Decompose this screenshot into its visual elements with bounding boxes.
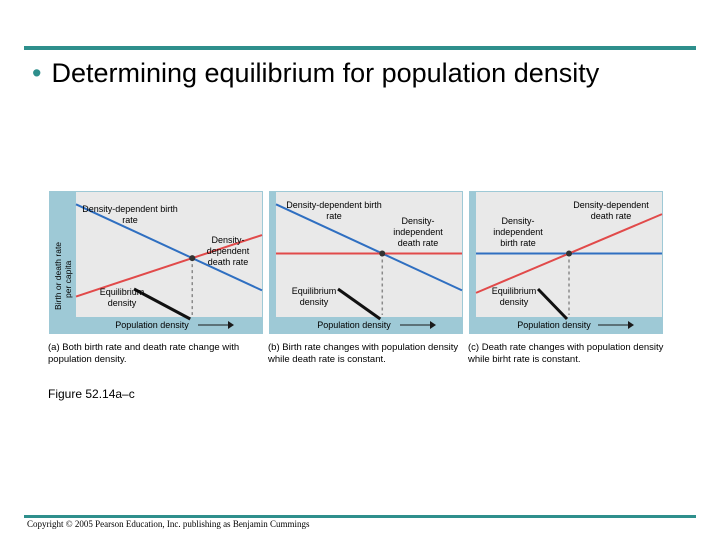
death-rate-label-line2: death rate — [591, 211, 632, 221]
equilibrium-point — [189, 255, 196, 262]
caption-b: (b) Birth rate changes with population d… — [268, 342, 459, 365]
slide-title: • Determining equilibrium for population … — [32, 58, 599, 89]
y-axis-label-line2: per capita — [63, 260, 73, 298]
x-axis-arrow-head — [228, 321, 234, 329]
equilibrium-pointer — [133, 287, 191, 321]
caption-c: (c) Death rate changes with population d… — [468, 342, 664, 365]
death-rate-label-line1: Density- — [401, 216, 434, 226]
death-rate-label-line3: death rate — [208, 257, 249, 267]
equilibrium-label-line2: density — [108, 298, 137, 308]
x-axis-arrow-head — [430, 321, 436, 329]
birth-rate-label-line1: Density-dependent birth — [286, 200, 382, 210]
equilibrium-pointer — [337, 287, 382, 321]
x-axis-label: Population density — [115, 320, 189, 330]
equilibrium-pointer — [536, 287, 569, 321]
birth-rate-line — [75, 203, 263, 292]
equilibrium-point — [566, 250, 572, 257]
birth-rate-line — [275, 203, 463, 292]
death-rate-label-line1: Density- — [211, 235, 244, 245]
birth-rate-label-line2: rate — [326, 211, 342, 221]
death-rate-label-line1: Density-dependent — [573, 200, 649, 210]
death-rate-label-line2: independent — [393, 227, 443, 237]
bottom-rule — [24, 515, 696, 518]
birth-rate-label-line3: birth rate — [500, 238, 536, 248]
equilibrium-label-line2: density — [500, 297, 529, 307]
equilibrium-label-line2: density — [300, 297, 329, 307]
caption-a: (a) Both birth rate and death rate chang… — [48, 342, 240, 365]
plot-area — [76, 192, 262, 317]
death-rate-label-line2: dependent — [207, 246, 250, 256]
death-rate-line — [75, 234, 263, 298]
birth-rate-label-line2: rate — [122, 215, 138, 225]
equilibrium-label-line1: Equilibrium — [492, 286, 537, 296]
y-axis-label-line1: Birth or death rate — [53, 242, 63, 310]
x-axis-label: Population density — [517, 320, 591, 330]
copyright-text: Copyright © 2005 Pearson Education, Inc.… — [27, 519, 310, 529]
equilibrium-label-line1: Equilibrium — [100, 287, 145, 297]
figure-label: Figure 52.14a–c — [48, 387, 135, 401]
chart-panel-a: Birth or death rate per capita Density-d… — [49, 191, 263, 334]
top-rule — [24, 46, 696, 50]
birth-rate-label-line1: Density-dependent birth — [82, 204, 178, 214]
birth-rate-label-line2: independent — [493, 227, 543, 237]
equilibrium-point — [379, 250, 386, 257]
x-axis-label: Population density — [317, 320, 391, 330]
bullet-icon: • — [32, 58, 42, 88]
birth-rate-label-line1: Density- — [501, 216, 534, 226]
death-rate-label-line3: death rate — [398, 238, 439, 248]
chart-panel-c: Density- independent birth rate Density-… — [469, 191, 663, 334]
equilibrium-label-line1: Equilibrium — [292, 286, 337, 296]
x-axis-arrow-head — [628, 321, 634, 329]
chart-panel-b: Density-dependent birth rate Density- in… — [269, 191, 463, 334]
slide-title-text: Determining equilibrium for population d… — [51, 58, 600, 88]
